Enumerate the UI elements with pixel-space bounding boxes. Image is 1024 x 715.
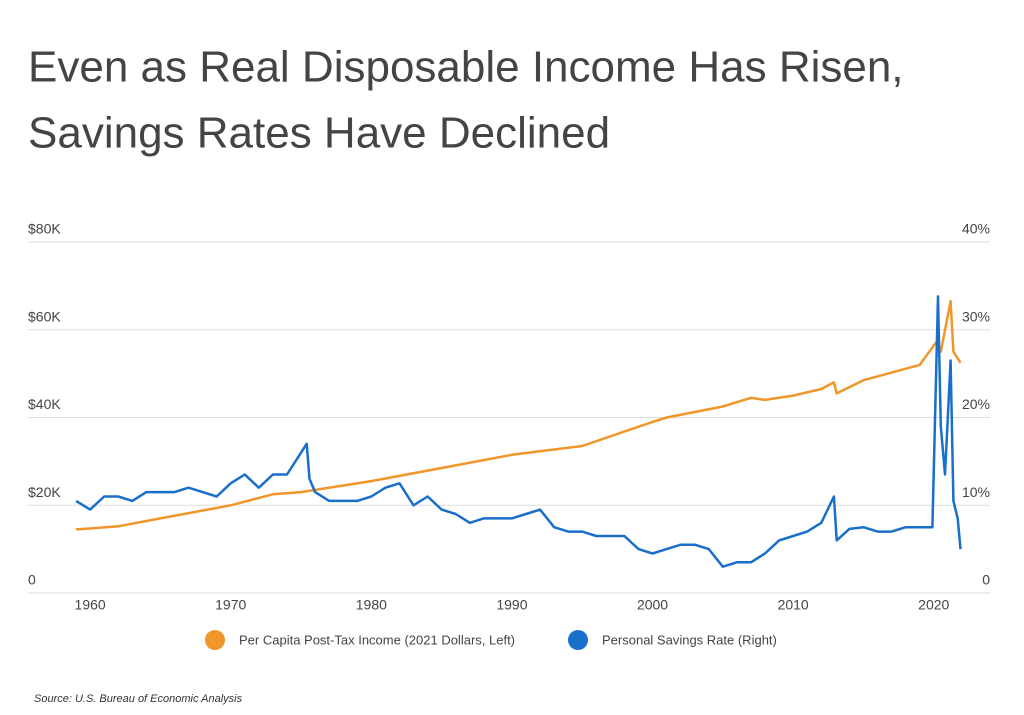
- x-tick-label: 1980: [356, 597, 387, 613]
- legend-label: Per Capita Post-Tax Income (2021 Dollars…: [239, 632, 515, 647]
- x-tick-label: 2010: [778, 597, 809, 613]
- y-tick-label: $80K: [28, 221, 61, 237]
- source: Source: U.S. Bureau of Economic Analysis: [34, 693, 243, 705]
- y-tick-label: $60K: [28, 308, 61, 324]
- x-tick-label: 1970: [215, 597, 246, 613]
- legend-label: Personal Savings Rate (Right): [602, 632, 777, 647]
- x-tick-label: 1990: [496, 597, 527, 613]
- y2-tick-label: 10%: [962, 484, 990, 500]
- y2-tick-label: 20%: [962, 396, 990, 412]
- series-line: [76, 299, 962, 531]
- y2-tick-label: 30%: [962, 308, 990, 324]
- y2-tick-label: 0: [982, 572, 990, 588]
- y-tick-label: $20K: [28, 484, 61, 500]
- y2-tick-label: 40%: [962, 221, 990, 237]
- x-tick-label: 2020: [918, 597, 949, 613]
- x-tick-label: 1960: [75, 597, 106, 613]
- legend-swatch: [568, 630, 588, 650]
- y-tick-label: 0: [28, 572, 36, 588]
- series-line: [75, 295, 962, 568]
- y-tick-label: $40K: [28, 396, 61, 412]
- chart-title: Savings Rates Have Declined: [28, 109, 610, 158]
- legend-swatch: [205, 630, 225, 650]
- x-tick-label: 2000: [637, 597, 668, 613]
- chart-title: Even as Real Disposable Income Has Risen…: [28, 43, 904, 92]
